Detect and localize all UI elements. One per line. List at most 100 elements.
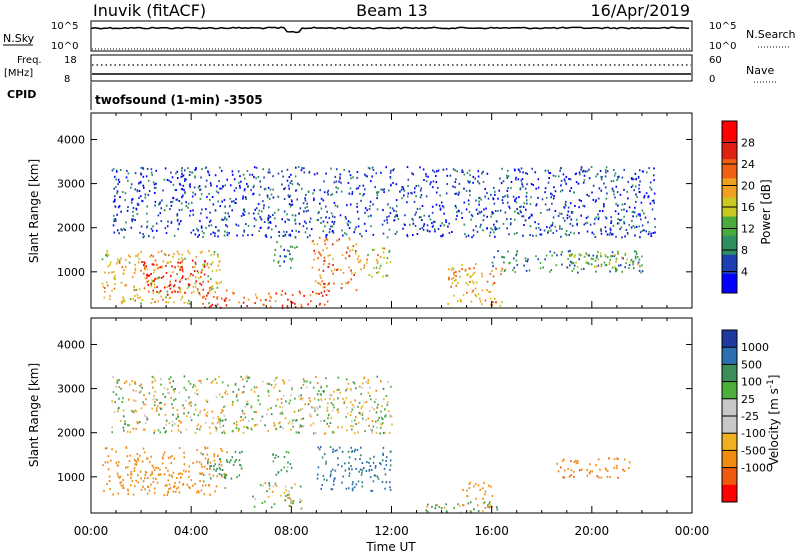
- range-cell: [460, 212, 463, 215]
- range-cell: [197, 235, 199, 238]
- range-cell: [304, 207, 307, 209]
- range-cell: [650, 232, 652, 235]
- range-cell: [472, 289, 474, 292]
- range-cell: [623, 222, 626, 225]
- range-cell: [626, 232, 629, 234]
- range-cell: [610, 222, 612, 224]
- station-title: Inuvik (fitACF): [93, 1, 206, 20]
- range-cell: [170, 171, 172, 174]
- range-cell: [267, 382, 269, 385]
- range-cell: [130, 201, 133, 204]
- range-cell: [348, 461, 350, 464]
- range-cell: [293, 419, 296, 421]
- range-cell: [618, 222, 620, 225]
- range-cell: [173, 290, 176, 292]
- range-cell: [179, 472, 181, 475]
- range-cell: [351, 408, 354, 411]
- range-cell: [338, 446, 341, 449]
- range-cell: [294, 235, 297, 238]
- range-cell: [357, 217, 360, 220]
- range-cell: [123, 415, 125, 418]
- range-cell: [434, 220, 436, 223]
- range-cell: [238, 184, 241, 187]
- range-cell: [458, 191, 460, 194]
- range-cell: [614, 266, 616, 268]
- range-cell: [242, 212, 244, 215]
- range-cell: [292, 301, 294, 304]
- range-cell: [291, 203, 294, 206]
- range-cell: [307, 209, 309, 212]
- range-cell: [258, 230, 260, 233]
- range-cell: [244, 188, 246, 191]
- range-cell: [170, 376, 172, 379]
- range-cell: [149, 474, 152, 477]
- range-cell: [350, 410, 353, 413]
- range-cell: [419, 227, 421, 230]
- range-cell: [221, 396, 224, 399]
- range-cell: [498, 189, 500, 192]
- range-cell: [482, 219, 485, 222]
- colorbar-segment: [722, 398, 737, 417]
- range-cell: [646, 171, 648, 174]
- range-cell: [209, 493, 211, 496]
- range-cell: [353, 382, 356, 385]
- range-cell: [500, 269, 503, 272]
- range-cell: [347, 181, 350, 184]
- range-cell: [320, 197, 323, 200]
- range-cell: [638, 258, 641, 261]
- range-cell: [610, 255, 612, 258]
- range-cell: [316, 477, 319, 480]
- range-cell: [189, 382, 192, 385]
- nave-tick-top: 60: [709, 55, 722, 66]
- range-cell: [246, 380, 248, 383]
- range-cell: [548, 208, 551, 211]
- range-cell: [570, 218, 573, 221]
- range-cell: [158, 276, 160, 279]
- range-cell: [654, 217, 656, 220]
- range-cell: [193, 186, 196, 189]
- range-cell: [616, 191, 619, 194]
- range-cell: [312, 406, 314, 409]
- range-cell: [277, 455, 280, 458]
- range-cell: [188, 174, 191, 176]
- range-cell: [552, 174, 555, 177]
- range-cell: [632, 210, 635, 213]
- range-cell: [106, 284, 109, 287]
- range-cell: [355, 387, 357, 390]
- range-cell: [152, 263, 155, 266]
- range-cell: [607, 256, 609, 259]
- colorbar-segment: [722, 381, 737, 400]
- range-cell: [165, 264, 167, 267]
- range-cell: [285, 255, 287, 258]
- range-cell: [211, 303, 214, 306]
- y-tick-label: 4000: [57, 133, 85, 146]
- range-cell: [221, 450, 224, 452]
- range-cell: [546, 209, 549, 212]
- range-cell: [475, 295, 478, 298]
- range-cell: [208, 192, 210, 195]
- range-cell: [216, 286, 219, 289]
- range-cell: [167, 293, 169, 296]
- range-cell: [220, 464, 223, 467]
- range-cell: [283, 260, 285, 263]
- range-cell: [568, 233, 570, 236]
- range-cell: [218, 260, 220, 263]
- range-cell: [282, 175, 284, 178]
- range-cell: [472, 273, 474, 276]
- range-cell: [634, 257, 637, 260]
- range-cell: [192, 229, 195, 232]
- range-cell: [301, 398, 303, 401]
- range-cell: [516, 232, 518, 234]
- range-cell: [356, 176, 358, 179]
- time-tick-label: 20:00: [575, 524, 610, 538]
- range-cell: [221, 381, 224, 384]
- range-cell: [556, 462, 559, 465]
- range-cell: [291, 229, 293, 232]
- range-cell: [323, 453, 326, 456]
- range-cell: [610, 180, 613, 183]
- range-cell: [327, 254, 329, 257]
- range-cell: [163, 178, 166, 181]
- range-cell: [526, 191, 528, 194]
- range-cell: [322, 390, 325, 393]
- range-cell: [600, 175, 603, 178]
